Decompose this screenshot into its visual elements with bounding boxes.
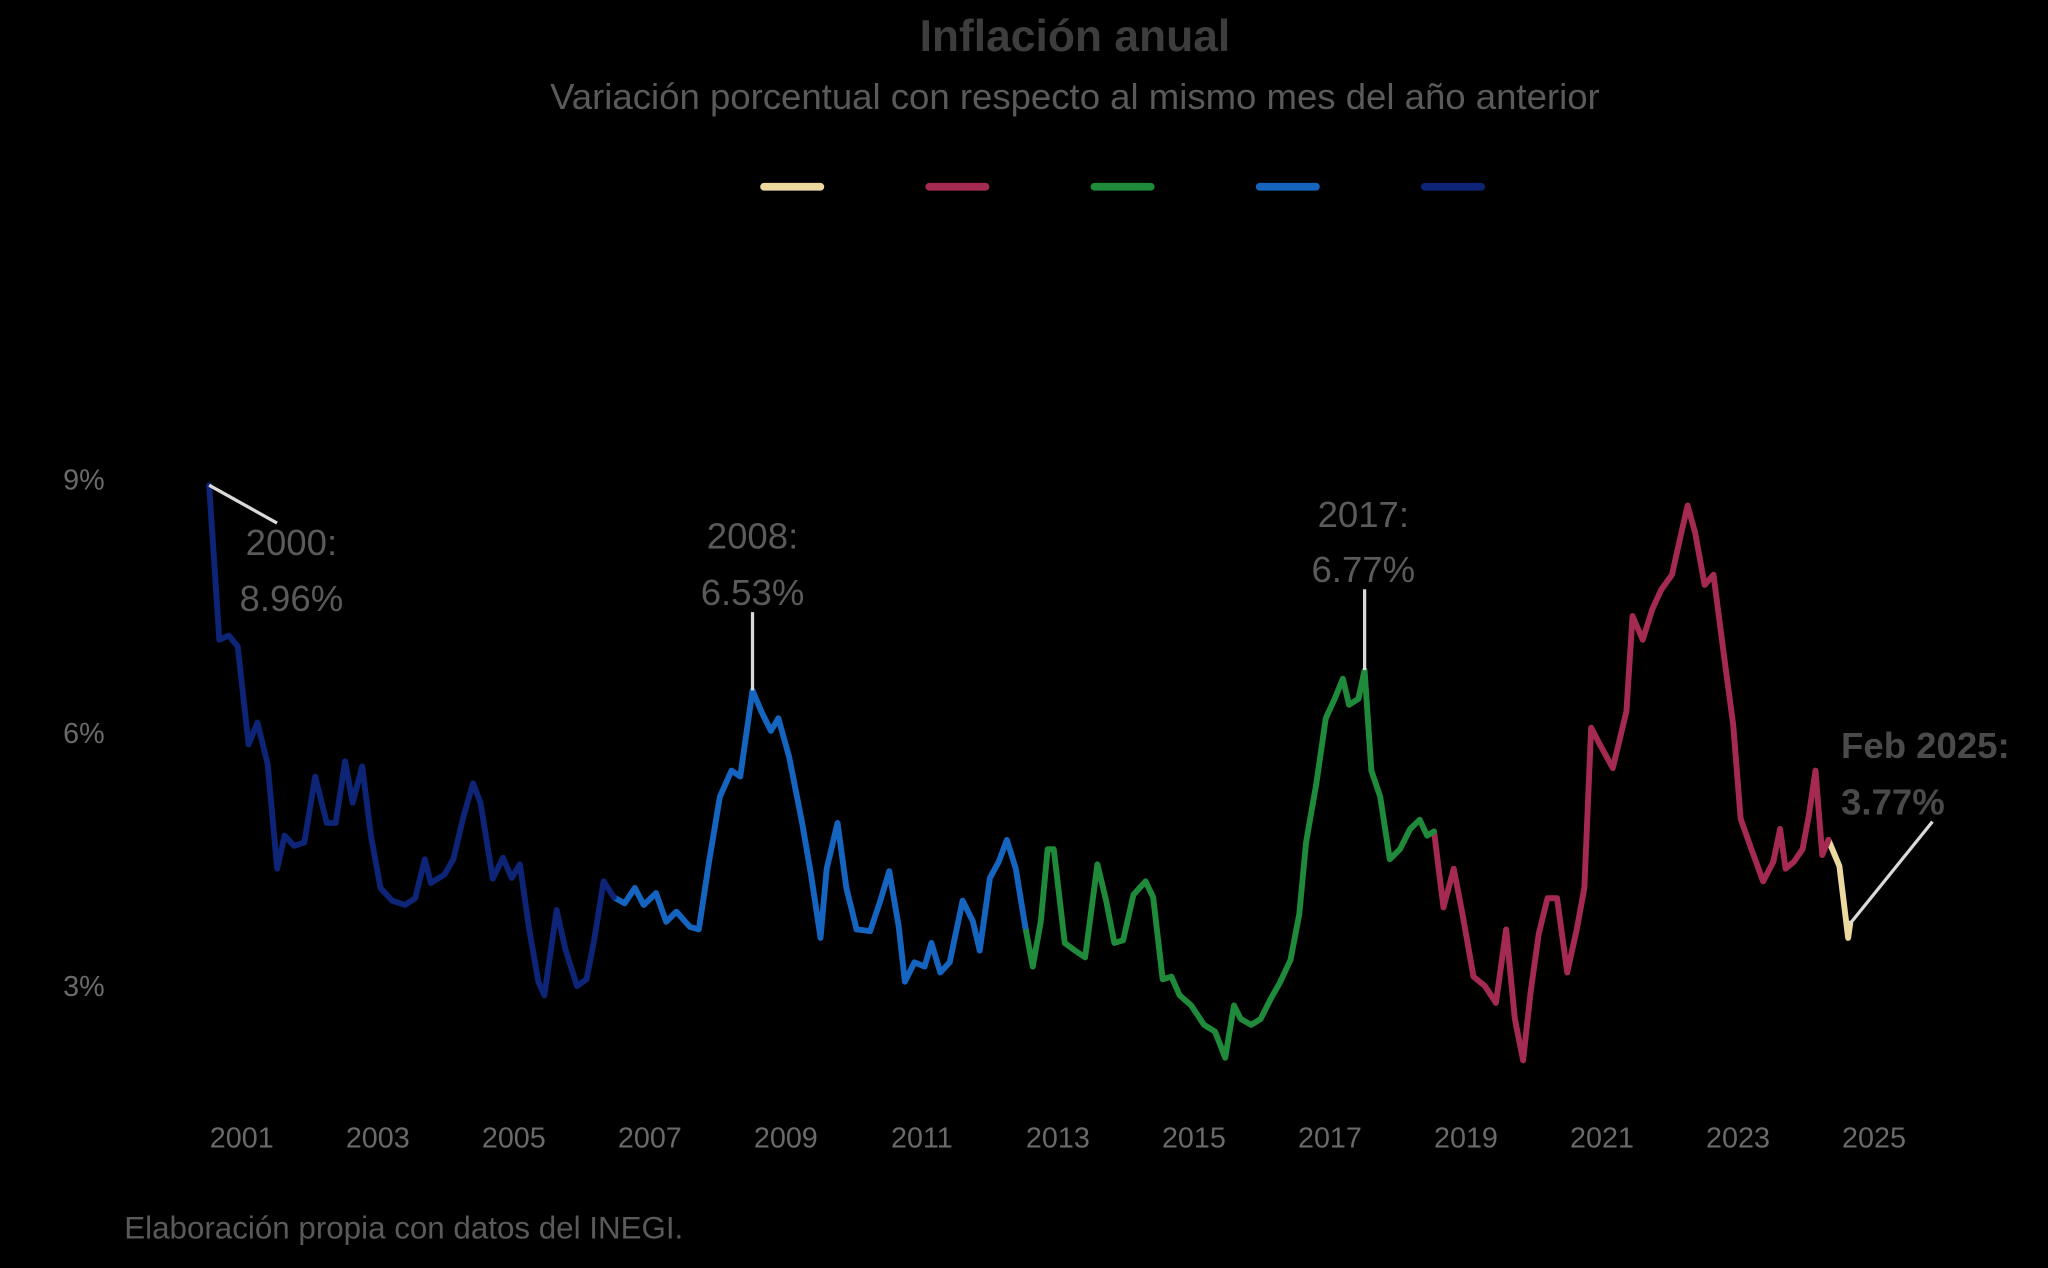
annotation-value: 6.77% xyxy=(1311,549,1415,590)
x-tick-label: 2023 xyxy=(1706,1123,1770,1155)
annotation-leader xyxy=(1848,820,1934,925)
x-tick-label: 2019 xyxy=(1434,1123,1498,1155)
x-tick-label: 2007 xyxy=(618,1123,682,1155)
chart-title: Inflación anual xyxy=(920,12,1231,61)
x-tick-label: 2013 xyxy=(1026,1123,1090,1155)
x-tick-label: 2025 xyxy=(1842,1123,1906,1155)
series-line xyxy=(1022,667,1437,1061)
x-tick-label: 2015 xyxy=(1162,1123,1226,1155)
x-tick-label: 2011 xyxy=(891,1123,953,1155)
x-tick-label: 2009 xyxy=(754,1123,818,1155)
annotation-value: 6.53% xyxy=(701,572,805,613)
annotation-label: 2017: xyxy=(1318,494,1409,535)
annotation-leader xyxy=(208,483,278,525)
x-tick-label: 2005 xyxy=(482,1123,546,1155)
annotation-value: 8.96% xyxy=(240,578,344,619)
annotation-label: 2000: xyxy=(246,522,337,563)
y-tick-label: 9% xyxy=(63,464,105,496)
annotation-label: 2008: xyxy=(707,516,798,557)
x-tick-label: 2001 xyxy=(210,1123,274,1155)
x-tick-label: 2017 xyxy=(1298,1123,1362,1155)
annotation-value: 3.77% xyxy=(1841,781,1945,822)
annotation-label: Feb 2025: xyxy=(1841,725,2010,766)
series-line xyxy=(206,482,617,999)
x-tick-label: 2003 xyxy=(346,1123,410,1155)
y-tick-label: 3% xyxy=(63,971,105,1003)
series-line xyxy=(1825,836,1854,941)
x-tick-label: 2021 xyxy=(1570,1123,1634,1155)
series-line xyxy=(1431,502,1832,1064)
series-line xyxy=(610,687,1029,985)
y-tick-label: 6% xyxy=(63,718,105,750)
chart-subtitle: Variación porcentual con respecto al mis… xyxy=(550,76,1600,117)
source-note: Elaboración propia con datos del INEGI. xyxy=(124,1210,683,1245)
